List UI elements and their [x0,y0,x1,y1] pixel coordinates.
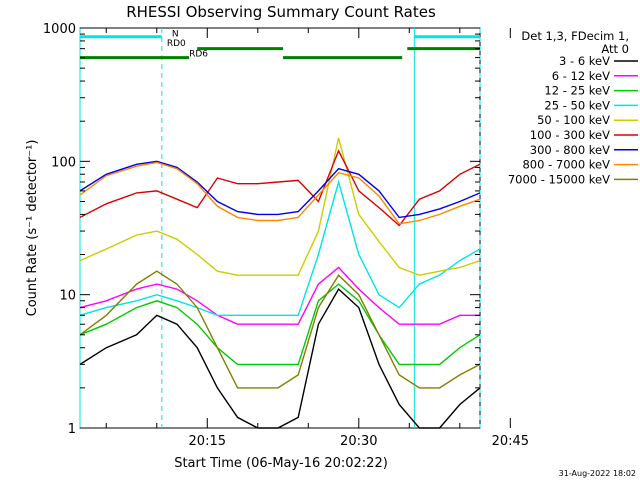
y-tick-label: 1000 [43,22,76,37]
y-tick-label: 100 [51,155,76,170]
x-axis-label: Start Time (06-May-16 20:02:22) [174,456,388,471]
series-line-3 [79,283,481,366]
legend-label-1: 3 - 6 keV [559,54,610,68]
legend-label-6: 100 - 300 keV [530,128,610,142]
footer-timestamp: 31-Aug-2022 18:02 [559,469,636,478]
x-tick-label: 20:45 [492,434,529,449]
legend-label-2: 6 - 12 keV [552,69,610,83]
series-line-6 [79,149,481,227]
legend-label-5: 50 - 100 keV [537,113,610,127]
series-line-1 [79,287,481,429]
chart-title: RHESSI Observing Summary Count Rates [126,3,436,21]
legend-label-7: 300 - 800 keV [530,143,610,157]
series-line-7 [79,160,481,219]
series-line-8 [79,161,481,225]
legend-title-line-1: Det 1,3, FDecim 1, [521,29,629,43]
status-annotation-2: RD0 [167,39,186,49]
y-tick-label: 1 [68,422,76,437]
legend-title-line-2: Att 0 [601,42,629,56]
vertical-markers [79,28,481,428]
series-line-9 [79,270,481,389]
status-annotation-1: N [172,30,179,40]
series-lines [79,137,481,429]
legend-label-8: 800 - 7000 keV [522,158,610,172]
series-line-5 [79,137,481,276]
legend-label-3: 12 - 25 keV [544,84,610,98]
y-tick-label: 10 [59,289,76,304]
legend-label-9: 7000 - 15000 keV [508,172,610,186]
x-tick-label: 20:30 [340,434,377,449]
x-tick-label: 20:15 [189,434,226,449]
y-axis-label: Count Rate (s⁻¹ detector⁻¹) [25,140,40,317]
status-annotation-3: RD6 [189,50,208,60]
series-line-4 [79,179,481,316]
series-line-2 [79,266,480,325]
legend-label-4: 25 - 50 keV [544,98,610,112]
